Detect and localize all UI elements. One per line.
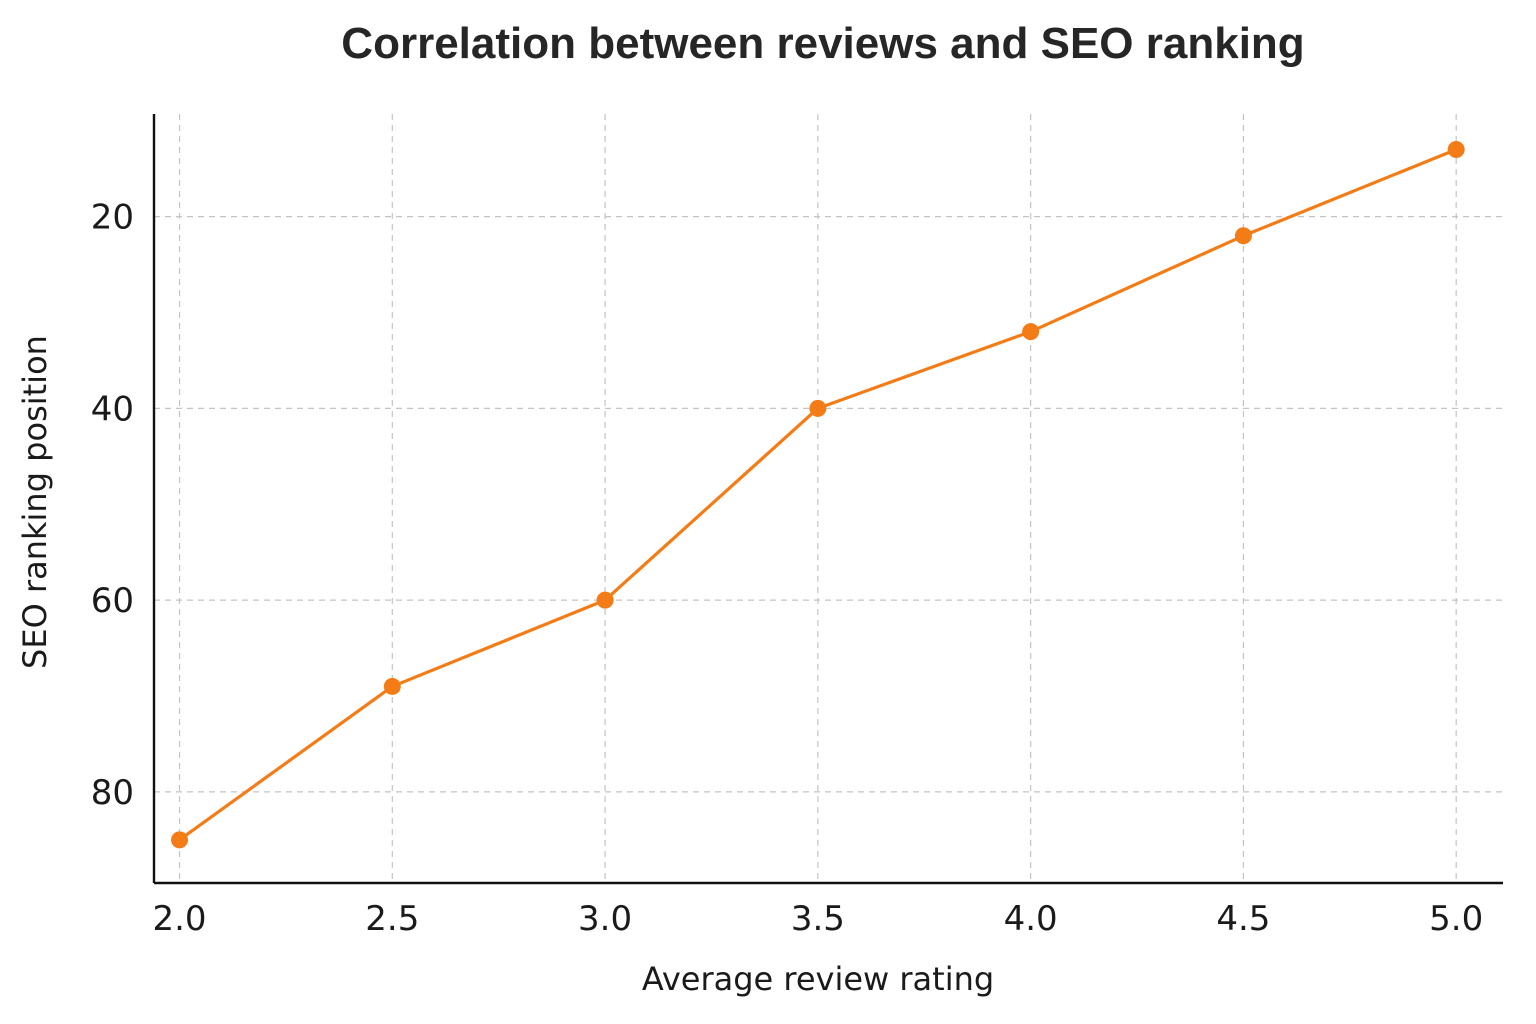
y-tick-label: 60 [91, 581, 134, 621]
axes-layer [152, 114, 1503, 885]
data-point [596, 591, 614, 609]
data-point [171, 831, 189, 849]
data-point [1022, 323, 1040, 341]
y-tick-label: 40 [91, 389, 134, 429]
x-tick-label: 3.0 [578, 899, 632, 939]
series-layer [171, 140, 1465, 849]
x-tick-label: 2.0 [152, 899, 206, 939]
ticks-layer: 2.0 2.5 3.0 3.5 4.0 4.5 5.0 20 40 60 80 [91, 198, 1483, 939]
grid-layer [154, 114, 1503, 883]
y-tick-label: 20 [91, 198, 134, 238]
series-line [177, 147, 1458, 842]
data-point [809, 399, 827, 417]
data-point [383, 677, 401, 695]
x-tick-label: 3.5 [791, 899, 845, 939]
x-tick-label: 5.0 [1429, 899, 1483, 939]
x-tick-label: 4.5 [1216, 899, 1270, 939]
x-tick-label: 4.0 [1004, 899, 1058, 939]
y-tick-label: 80 [91, 773, 134, 813]
chart-title: Correlation between reviews and SEO rank… [341, 19, 1304, 68]
y-axis-label: SEO ranking position [16, 335, 54, 669]
x-tick-label: 2.5 [365, 899, 419, 939]
data-point [1447, 140, 1465, 158]
data-point [1234, 227, 1252, 245]
x-axis-label: Average review rating [642, 960, 994, 998]
